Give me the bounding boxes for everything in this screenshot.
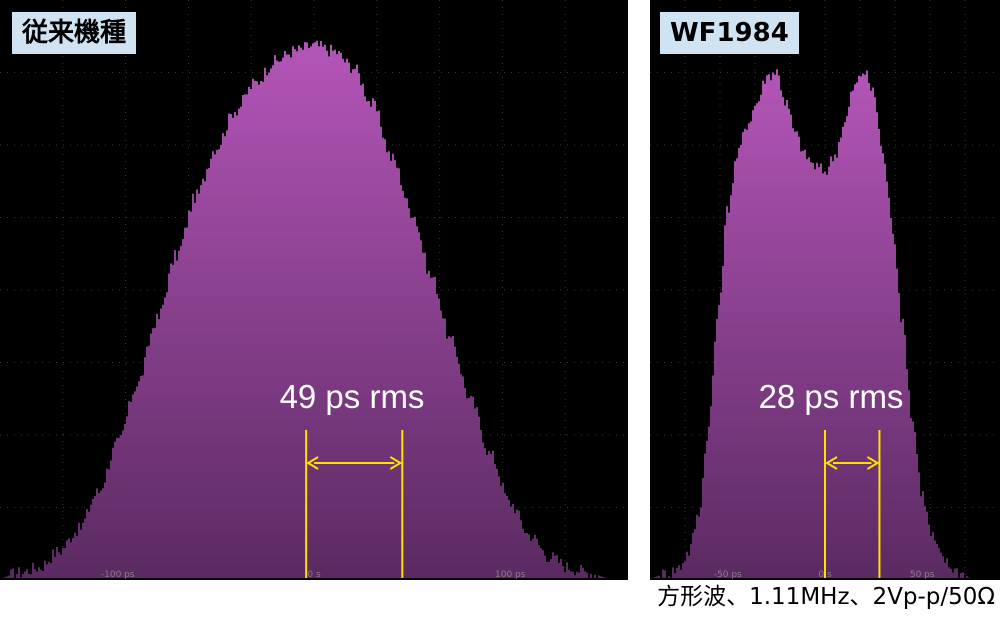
rms-annotation: 28 ps rms	[759, 378, 904, 415]
tick-label: -100 ps	[101, 570, 135, 580]
histogram-panel-wf1984: WF1984 -50 ps 0 s 50 ps 28 ps rms	[650, 0, 1000, 580]
rms-arrow-head-left	[825, 456, 838, 470]
histogram-panel-conventional: 従来機種 -100 ps 0 s 100 ps 49 ps rms	[0, 0, 628, 580]
panel-label-conventional: 従来機種	[12, 12, 137, 54]
rms-arrow-head-right	[389, 456, 403, 470]
tick-label: 50 ps	[910, 570, 935, 580]
figure-caption: 方形波、1.11MHz、2Vp-p/50Ω	[657, 584, 995, 610]
rms-arrow-head-right	[866, 456, 880, 470]
tick-label: 0 s	[307, 570, 321, 580]
panel-label-wf1984: WF1984	[660, 12, 799, 54]
rms-arrow-head-left	[306, 456, 319, 470]
rms-annotation: 49 ps rms	[280, 378, 425, 415]
histogram-area	[0, 40, 628, 579]
tick-label: -50 ps	[714, 570, 742, 580]
histogram-chart-conventional: -100 ps 0 s 100 ps 49 ps rms	[0, 0, 628, 580]
histogram-area	[650, 69, 1000, 579]
tick-label: 100 ps	[495, 570, 526, 580]
